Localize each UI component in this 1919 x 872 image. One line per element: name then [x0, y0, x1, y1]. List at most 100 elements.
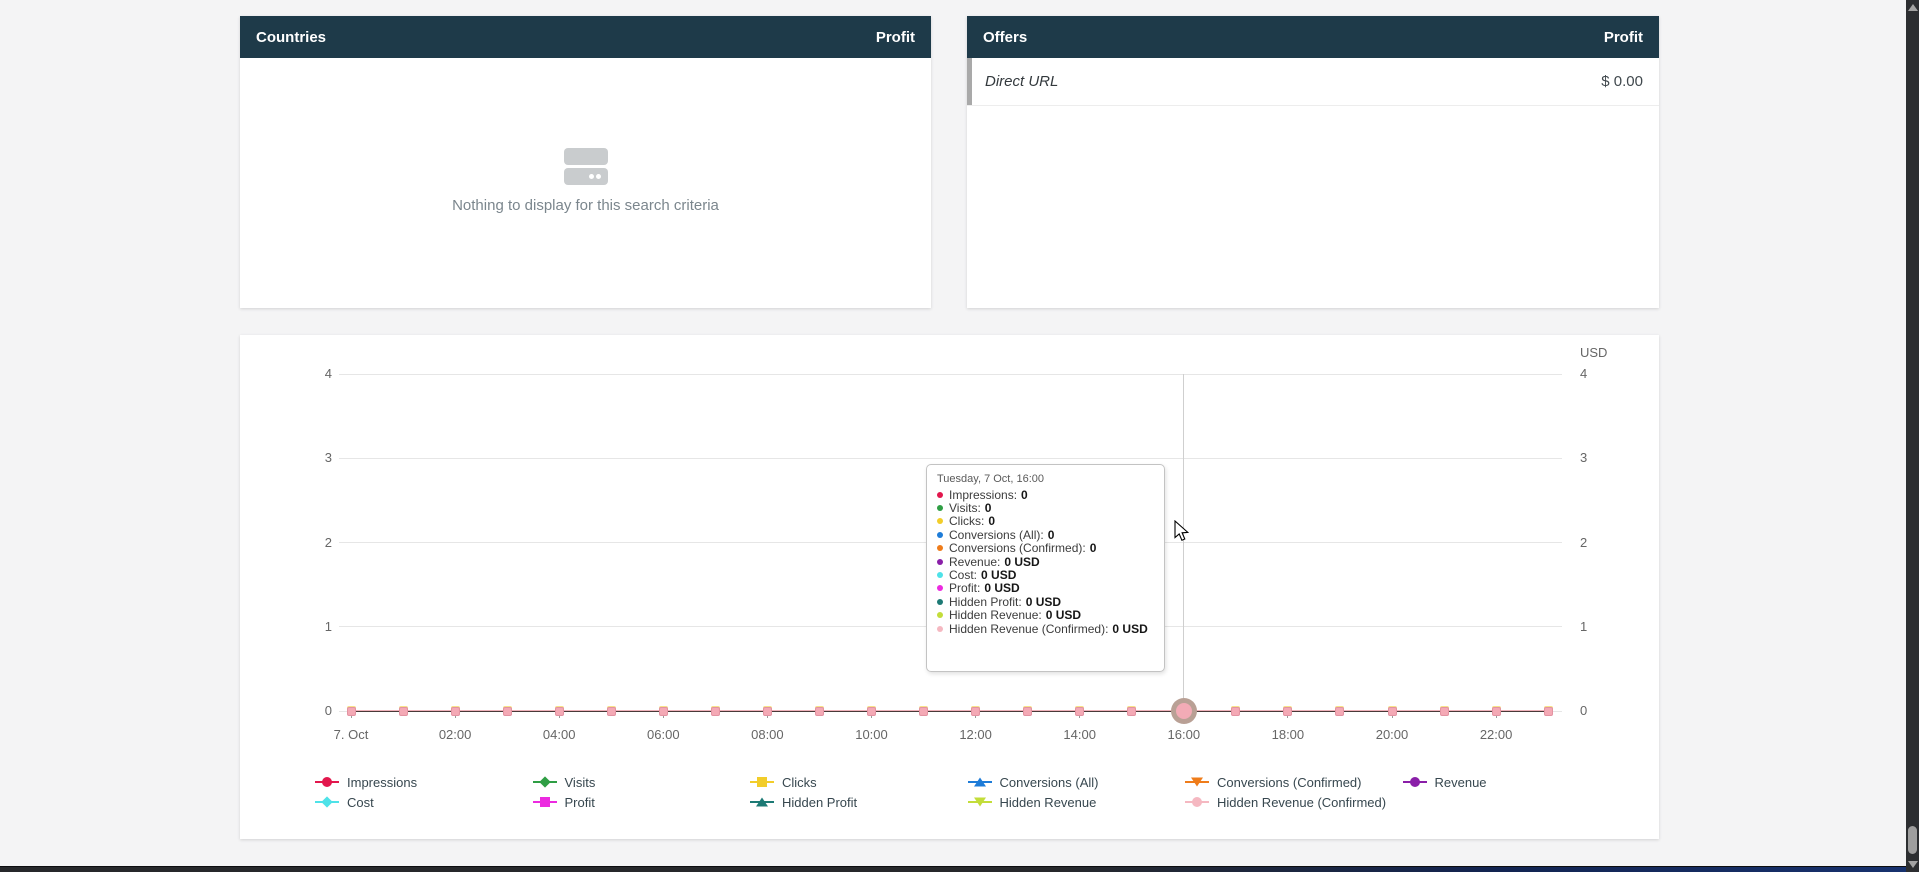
tooltip-label: Conversions (All): [949, 527, 1044, 542]
offer-row[interactable]: Direct URL $ 0.00 [967, 58, 1659, 106]
tooltip-label: Cost: [949, 568, 978, 583]
offers-metric-label: Profit [1603, 28, 1643, 46]
y-axis-label-right: 1 [1580, 618, 1588, 634]
legend-label: Hidden Revenue (Confirmed) [1217, 794, 1387, 810]
legend-item-hidden-profit[interactable]: Hidden Profit [750, 792, 968, 812]
legend-label: Impressions [347, 774, 418, 790]
tooltip-value: 0 [1021, 487, 1028, 502]
triangle-up-marker-icon [756, 797, 768, 807]
diamond-marker-icon [538, 776, 551, 788]
data-point-marker[interactable] [1543, 706, 1553, 716]
data-point-marker[interactable] [1075, 706, 1085, 716]
scrollbar-thumb[interactable] [1908, 826, 1917, 854]
square-marker-icon [757, 777, 767, 787]
tooltip-row: Visits: 0 [937, 501, 1154, 515]
legend-label: Conversions (Confirmed) [1217, 774, 1362, 790]
data-point-marker[interactable] [1491, 706, 1501, 716]
y-axis-label-left: 2 [324, 534, 332, 550]
tooltip-title: Tuesday, 7 Oct, 16:00 [937, 473, 1045, 485]
data-point-marker[interactable] [398, 706, 408, 716]
offer-name[interactable]: Direct URL [985, 73, 1059, 90]
chart-legend: Impressions Visits Clicks Conversions (All)… [315, 772, 1620, 812]
data-point-marker[interactable] [1387, 706, 1397, 716]
crosshair-line [1183, 374, 1185, 705]
legend-item-clicks[interactable]: Clicks [750, 772, 968, 792]
legend-item-impressions[interactable]: Impressions [315, 772, 533, 792]
x-axis-label: 22:00 [1479, 727, 1513, 742]
legend-item-hidden-revenue-confirmed[interactable]: Hidden Revenue (Confirmed) [1185, 792, 1403, 812]
tooltip-rows: Impressions: 0 Visits: 0 Clicks: 0 Conversions… [937, 487, 1154, 636]
legend-item-hidden-revenue[interactable]: Hidden Revenue [967, 792, 1186, 812]
y-axis-label-right: 2 [1580, 534, 1588, 550]
data-point-marker[interactable] [502, 706, 512, 716]
offers-panel-title: Offers [983, 28, 1028, 46]
empty-state: Nothing to display for this search crite… [240, 58, 931, 214]
tooltip-row: Clicks: 0 [937, 514, 1154, 529]
tooltip-series-dot [937, 545, 943, 552]
legend-label: Hidden Profit [782, 794, 858, 810]
scroll-up-button[interactable] [1907, 4, 1918, 11]
server-icon-bottom [563, 168, 608, 185]
tooltip-series-dot [937, 598, 943, 605]
tooltip-label: Conversions (Confirmed): [949, 541, 1086, 556]
gridline [339, 457, 1562, 459]
data-point-marker[interactable] [762, 706, 772, 716]
tooltip-label: Hidden Profit: [949, 594, 1022, 609]
legend-marker-icon [967, 795, 992, 809]
offers-list: Direct URL $ 0.00 [967, 58, 1659, 106]
x-axis-label: 18:00 [1271, 727, 1305, 742]
data-point-marker[interactable] [867, 706, 876, 716]
tooltip-series-dot [937, 518, 943, 525]
data-point-marker[interactable] [1231, 706, 1241, 716]
chart-panel: USD Tuesday, 7 Oct, 16:00 Impressions: 0 V… [240, 335, 1659, 839]
tooltip-value: 0 USD [1045, 608, 1082, 623]
data-point-marker[interactable] [919, 706, 929, 716]
y-axis-label-left: 3 [324, 450, 332, 466]
axis-unit-label: USD [1580, 345, 1608, 360]
x-axis-label: 08:00 [751, 727, 784, 742]
legend-item-conversions-confirmed[interactable]: Conversions (Confirmed) [1185, 772, 1403, 792]
legend-marker-icon [1185, 775, 1209, 789]
data-point-marker[interactable] [1023, 706, 1033, 716]
data-point-marker[interactable] [346, 706, 356, 716]
tooltip-label: Clicks: [949, 514, 985, 529]
data-point-marker[interactable] [971, 706, 981, 716]
y-axis-label-left: 4 [324, 366, 332, 381]
data-point-marker[interactable] [814, 706, 824, 716]
tooltip-row: Conversions (Confirmed): 0 [937, 541, 1154, 556]
data-point-marker[interactable] [606, 706, 616, 716]
data-point-marker[interactable] [658, 706, 668, 716]
data-point-marker[interactable] [1335, 706, 1345, 716]
data-point-marker[interactable] [710, 706, 720, 716]
legend-item-cost[interactable]: Cost [315, 792, 533, 812]
legend-label: Conversions (All) [999, 774, 1099, 790]
tooltip-row: Hidden Profit: 0 USD [937, 594, 1154, 609]
tooltip-series-dot [937, 585, 943, 592]
circle-marker-icon [1409, 777, 1420, 787]
legend-item-conversions-all[interactable]: Conversions (All) [967, 772, 1186, 792]
x-axis-label: 12:00 [959, 727, 992, 742]
data-point-marker[interactable] [1127, 706, 1137, 716]
legend-item-revenue[interactable]: Revenue [1402, 772, 1621, 792]
legend-label: Clicks [782, 774, 817, 790]
scroll-down-button[interactable] [1907, 861, 1918, 868]
data-point-marker[interactable] [554, 706, 564, 716]
data-point-marker[interactable] [1283, 706, 1293, 716]
legend-label: Hidden Revenue [999, 794, 1097, 810]
scrollbar[interactable] [1906, 0, 1919, 872]
countries-metric-label: Profit [875, 28, 915, 46]
legend-marker-icon [532, 795, 557, 809]
legend-item-visits[interactable]: Visits [532, 772, 751, 792]
data-point-marker[interactable] [450, 706, 460, 716]
tooltip-value: 0 USD [1025, 594, 1062, 609]
gridline [339, 373, 1562, 375]
hovered-point-marker[interactable] [1170, 698, 1197, 724]
tooltip-series-dot [937, 505, 943, 512]
legend-item-profit[interactable]: Profit [532, 792, 751, 812]
data-point-marker[interactable] [1439, 706, 1449, 716]
tooltip-series-dot [937, 612, 943, 619]
tooltip-series-dot [937, 491, 943, 498]
tooltip-value: 0 [988, 514, 996, 529]
countries-panel-title: Countries [256, 28, 327, 46]
tooltip-label: Hidden Revenue (Confirmed): [949, 621, 1109, 636]
